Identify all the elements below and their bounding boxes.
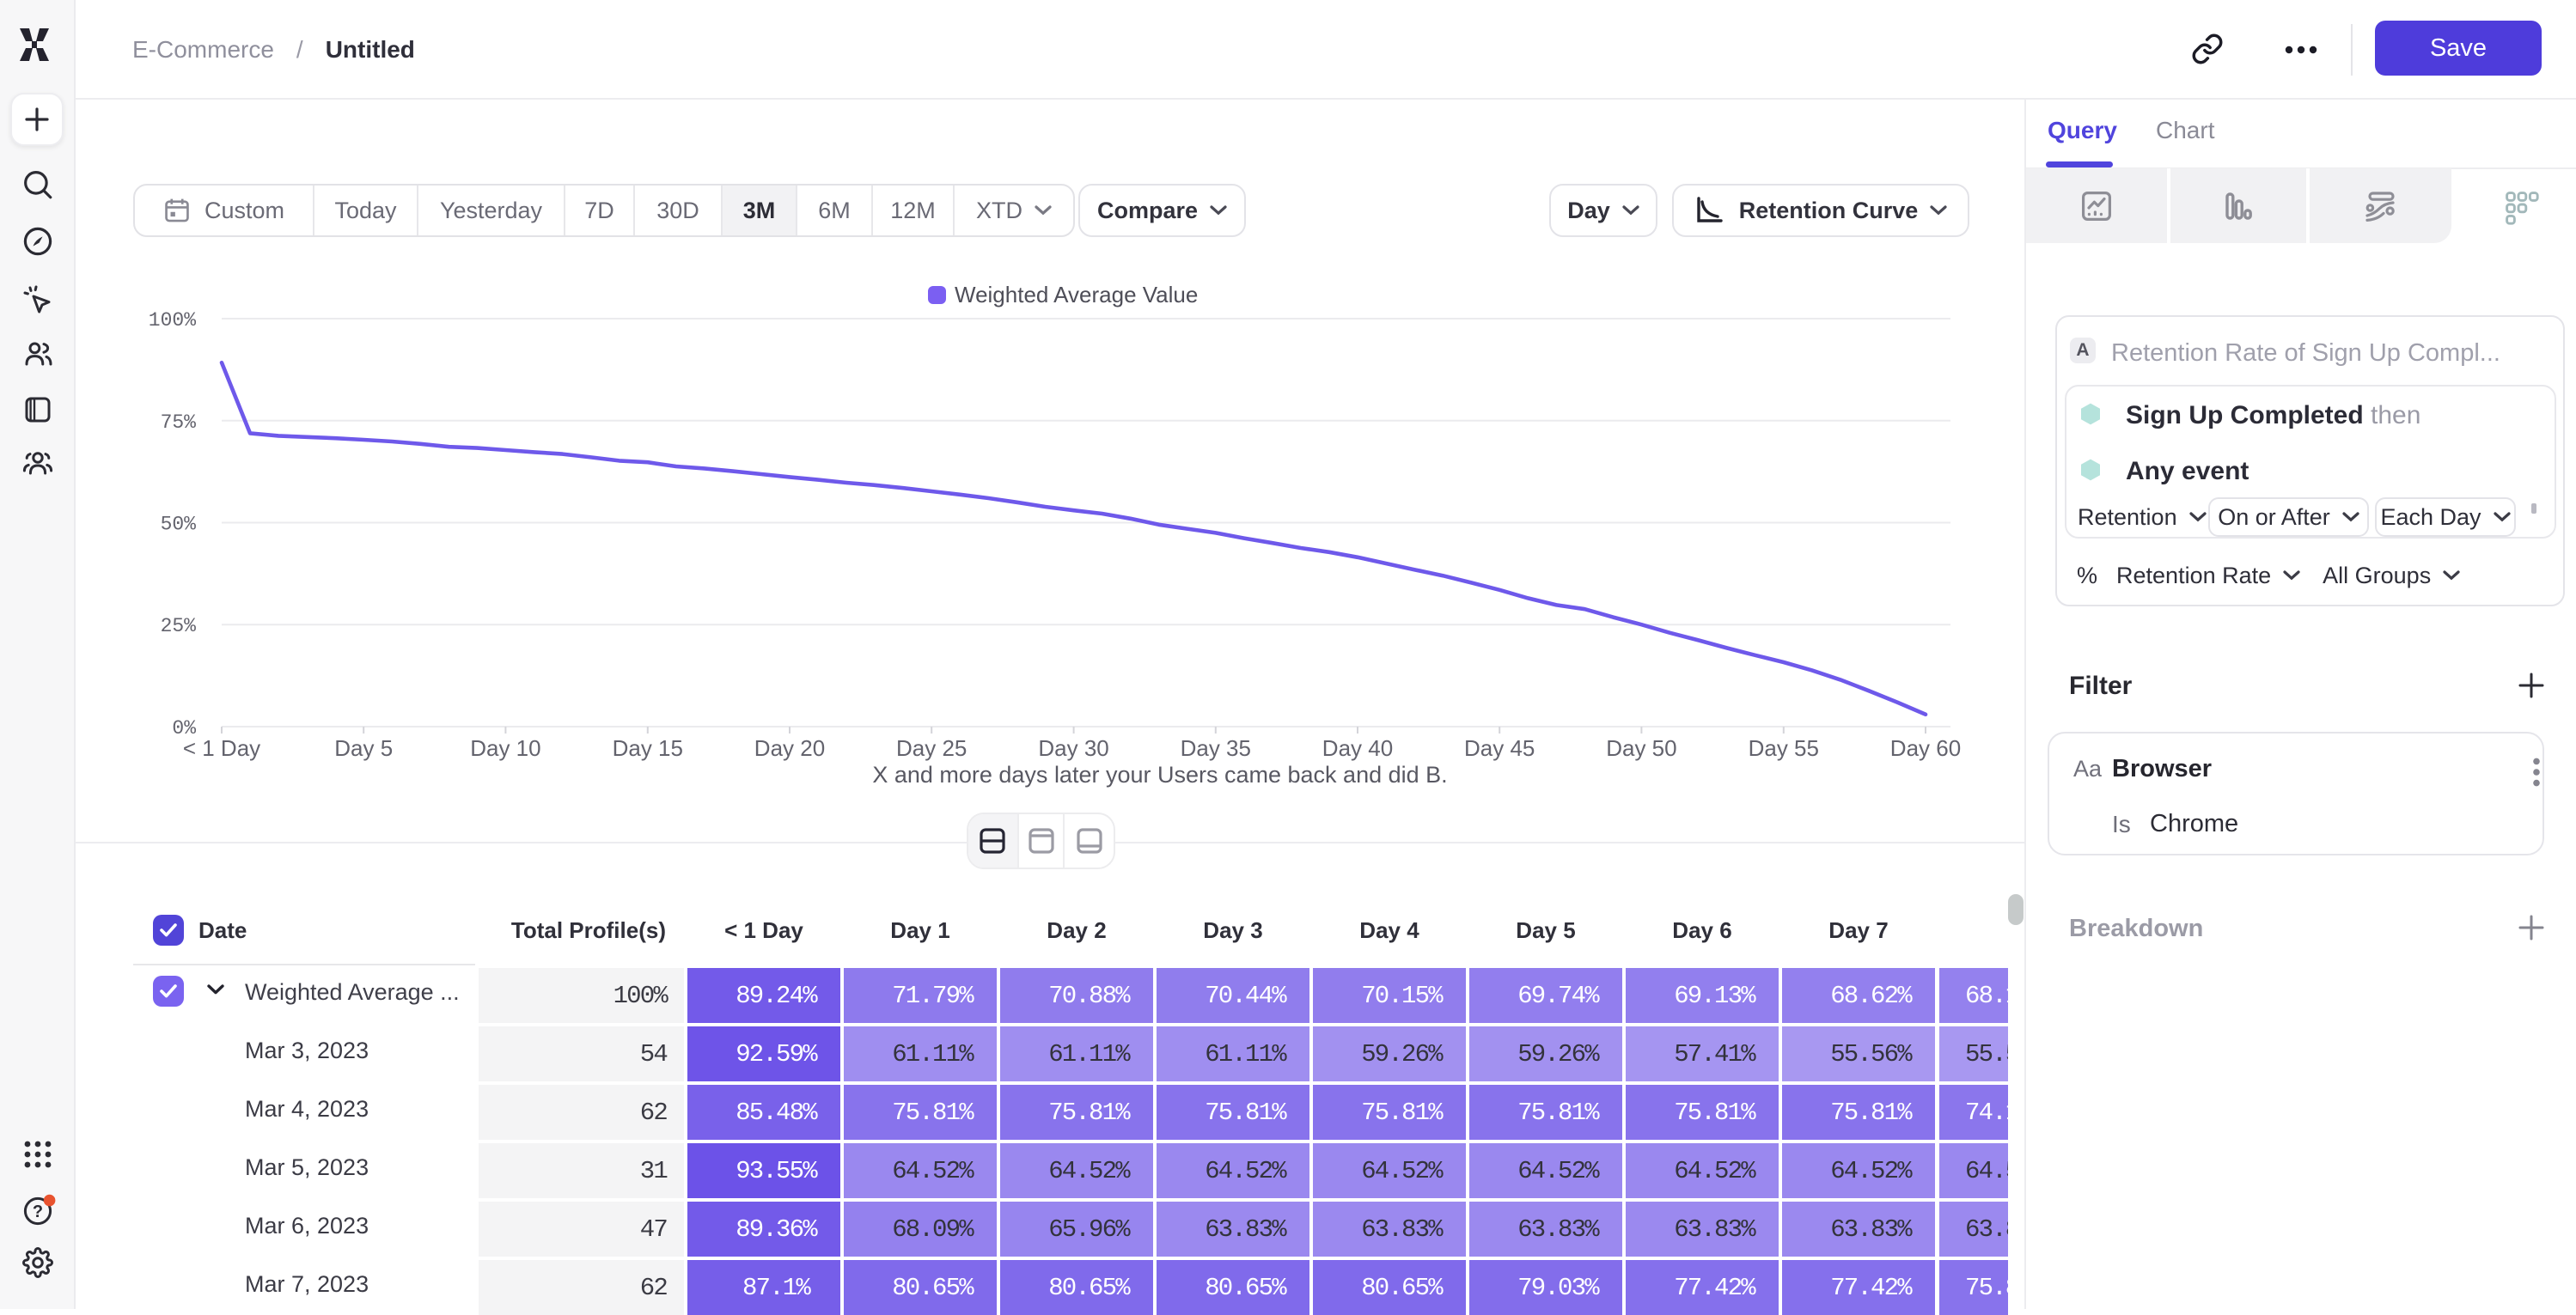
svg-text:X and more days later your Use: X and more days later your Users came ba… <box>872 762 1447 788</box>
svg-text:Day 45: Day 45 <box>1464 735 1535 761</box>
svg-text:25%: 25% <box>161 615 197 637</box>
svg-text:Day 30: Day 30 <box>1038 735 1108 761</box>
svg-text:Day 5: Day 5 <box>334 735 393 761</box>
svg-text:Day 55: Day 55 <box>1749 735 1819 761</box>
svg-text:Day 40: Day 40 <box>1322 735 1393 761</box>
svg-text:?: ? <box>33 1202 43 1221</box>
svg-text:< 1 Day: < 1 Day <box>183 735 260 761</box>
svg-text:Day 15: Day 15 <box>613 735 683 761</box>
svg-text:Day 50: Day 50 <box>1606 735 1676 761</box>
svg-text:50%: 50% <box>161 513 197 535</box>
svg-text:Day 60: Day 60 <box>1890 735 1961 761</box>
svg-text:Day 20: Day 20 <box>754 735 825 761</box>
svg-text:Day 25: Day 25 <box>896 735 967 761</box>
svg-text:Day 35: Day 35 <box>1181 735 1251 761</box>
svg-text:Day 10: Day 10 <box>470 735 540 761</box>
svg-text:100%: 100% <box>149 309 196 332</box>
svg-text:0%: 0% <box>172 717 196 740</box>
svg-text:75%: 75% <box>161 411 197 434</box>
